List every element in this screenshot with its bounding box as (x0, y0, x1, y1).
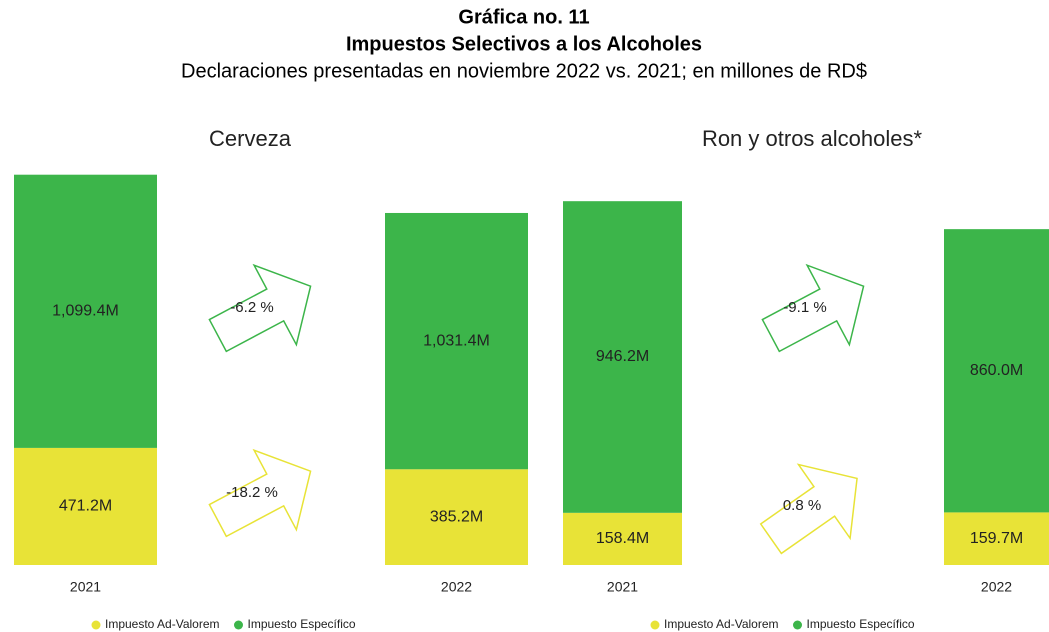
bar-segment (563, 512, 682, 565)
annotation: 0.8 % (783, 497, 821, 514)
arrow (208, 448, 312, 538)
legend-marker (91, 620, 101, 630)
legend-marker (793, 620, 802, 630)
legend-label: Impuesto Específico (248, 617, 356, 631)
value-label: 158.4M (596, 530, 649, 547)
chart-description: Declaraciones presentadas en noviembre 2… (181, 60, 867, 82)
bar-segment (385, 212, 528, 470)
bar-segment (944, 229, 1049, 513)
value-label: 1,031.4M (423, 332, 490, 349)
chart-subtitle: Impuestos Selectivos a los Alcoholes (346, 33, 702, 55)
x-tick-label: 2021 (607, 579, 638, 595)
x-tick-label: 2021 (70, 579, 101, 595)
legend-marker (234, 620, 243, 630)
legend-label: Impuesto Ad-Valorem (105, 617, 220, 631)
value-label: 1,099.4M (52, 303, 119, 320)
legend-marker (650, 620, 660, 630)
arrow (208, 263, 312, 353)
value-label: 471.2M (59, 498, 112, 515)
x-tick-label: 2022 (981, 579, 1012, 595)
arrow (761, 263, 865, 353)
bar-segment (14, 447, 157, 565)
arrow (759, 463, 858, 555)
value-label: 860.0M (970, 362, 1023, 379)
value-label: 159.7M (970, 530, 1023, 547)
panel-title: Cerveza (209, 126, 292, 151)
annotation: -6.2 % (230, 299, 273, 316)
annotation: -9.1 % (783, 299, 826, 316)
bar-segment (14, 174, 157, 448)
panel-title: Ron y otros alcoholes* (702, 126, 923, 151)
bar-segment (944, 512, 1049, 565)
x-tick-label: 2022 (441, 579, 472, 595)
value-label: 385.2M (430, 508, 483, 525)
value-label: 946.2M (596, 348, 649, 365)
chart-title: Gráfica no. 11 (458, 6, 589, 28)
annotation: -18.2 % (226, 484, 278, 501)
legend-label: Impuesto Ad-Valorem (664, 617, 779, 631)
bar-segment (385, 469, 528, 565)
bar-segment (563, 201, 682, 513)
legend-label: Impuesto Específico (807, 617, 915, 631)
